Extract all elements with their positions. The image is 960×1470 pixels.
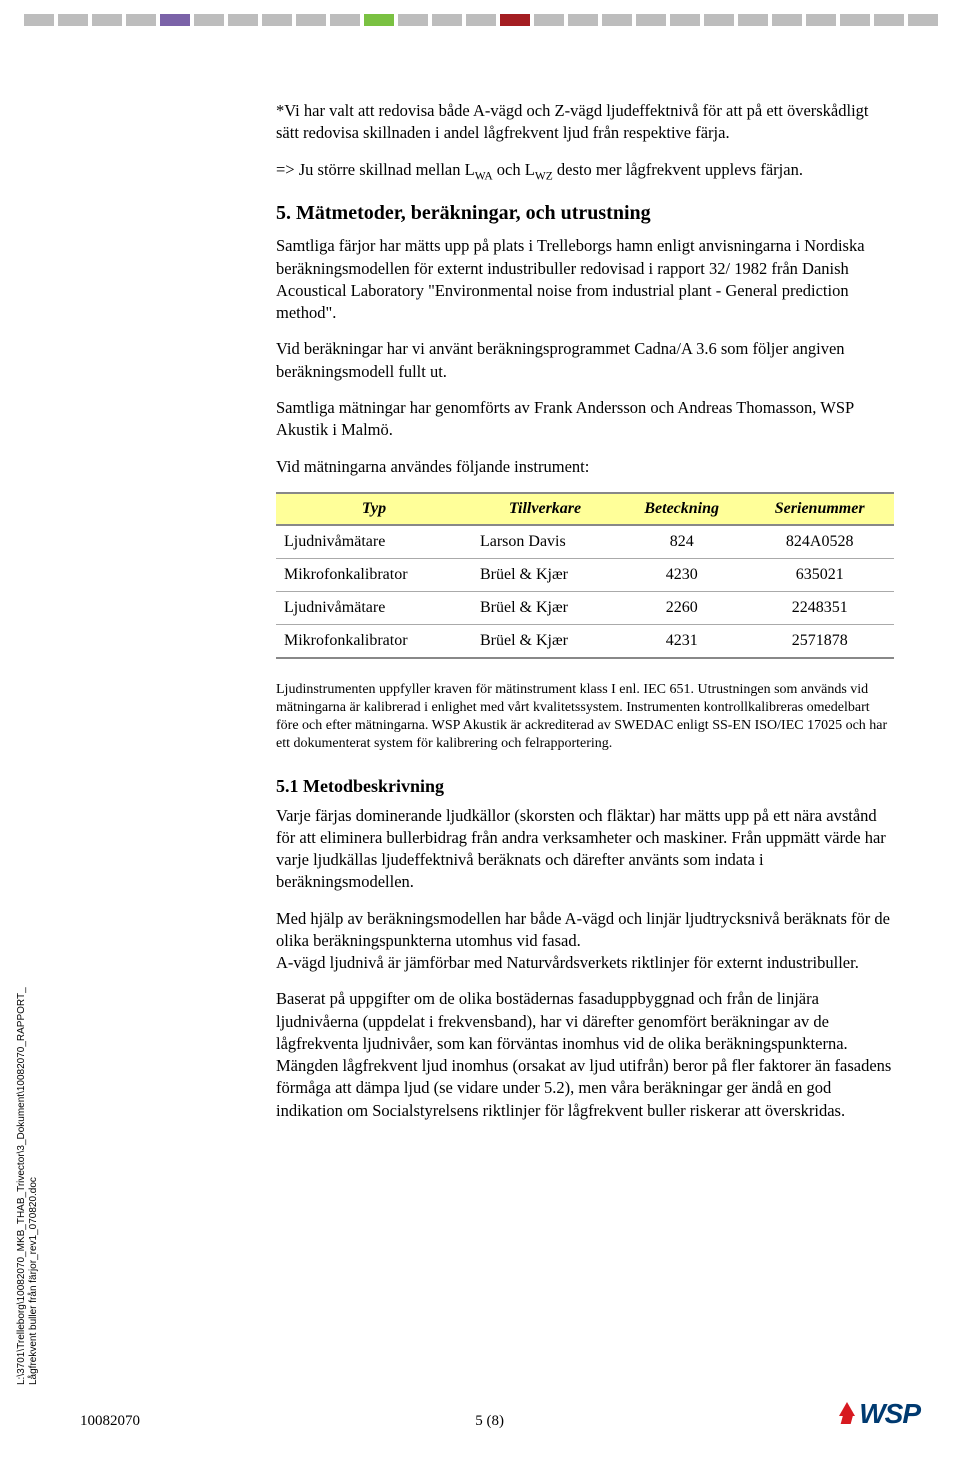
footer-docnum: 10082070: [80, 1413, 140, 1430]
strip-square: [738, 14, 768, 26]
section-5-1-heading: 5.1 Metodbeskrivning: [276, 776, 894, 797]
table-row: MikrofonkalibratorBrüel & Kjær4230635021: [276, 558, 894, 591]
strip-square: [602, 14, 632, 26]
strip-square: [806, 14, 836, 26]
section-5-p1: Samtliga färjor har mätts upp på plats i…: [276, 235, 894, 324]
table-cell: Mikrofonkalibrator: [276, 624, 472, 658]
footer-pagenum: 5 (8): [475, 1413, 504, 1430]
table-header-cell: Typ: [276, 493, 472, 525]
table-cell: 2571878: [745, 624, 894, 658]
table-cell: Ljudnivåmätare: [276, 525, 472, 559]
table-cell: Ljudnivåmätare: [276, 591, 472, 624]
page-footer: 10082070 5 (8) WSP: [80, 1398, 920, 1430]
section-5-p4: Vid mätningarna användes följande instru…: [276, 456, 894, 478]
strip-square: [772, 14, 802, 26]
strip-square: [500, 14, 530, 26]
instrument-table: TypTillverkareBeteckningSerienummer Ljud…: [276, 492, 894, 659]
strip-square: [194, 14, 224, 26]
table-row: LjudnivåmätareLarson Davis824824A0528: [276, 525, 894, 559]
strip-square: [636, 14, 666, 26]
strip-square: [840, 14, 870, 26]
wsp-logo: WSP: [839, 1398, 920, 1430]
section-5-p3: Samtliga mätningar har genomförts av Fra…: [276, 397, 894, 442]
table-cell: 4230: [618, 558, 745, 591]
strip-square: [58, 14, 88, 26]
strip-square: [704, 14, 734, 26]
table-header-cell: Beteckning: [618, 493, 745, 525]
note-paragraph-1: *Vi har valt att redovisa både A-vägd oc…: [276, 100, 894, 145]
strip-square: [364, 14, 394, 26]
table-header-cell: Tillverkare: [472, 493, 618, 525]
strip-square: [160, 14, 190, 26]
strip-square: [24, 14, 54, 26]
strip-square: [432, 14, 462, 26]
strip-square: [908, 14, 938, 26]
section-5-1-p2: Med hjälp av beräkningsmodellen har både…: [276, 908, 894, 975]
strip-square: [330, 14, 360, 26]
strip-square: [568, 14, 598, 26]
table-cell: 2248351: [745, 591, 894, 624]
strip-square: [126, 14, 156, 26]
section-5-heading: 5. Mätmetoder, beräkningar, och utrustni…: [276, 202, 894, 225]
table-cell: Larson Davis: [472, 525, 618, 559]
table-header-cell: Serienummer: [745, 493, 894, 525]
table-cell: Brüel & Kjær: [472, 624, 618, 658]
strip-square: [534, 14, 564, 26]
strip-square: [262, 14, 292, 26]
strip-square: [874, 14, 904, 26]
table-row: MikrofonkalibratorBrüel & Kjær4231257187…: [276, 624, 894, 658]
strip-square: [398, 14, 428, 26]
wsp-logo-icon: [839, 1402, 857, 1426]
table-cell: Brüel & Kjær: [472, 558, 618, 591]
table-cell: 635021: [745, 558, 894, 591]
side-filepath: L:\3701\Trelleborg\10082070_MKB_THAB_Tri…: [16, 987, 40, 1385]
table-cell: Brüel & Kjær: [472, 591, 618, 624]
table-row: LjudnivåmätareBrüel & Kjær22602248351: [276, 591, 894, 624]
strip-square: [466, 14, 496, 26]
table-cell: 2260: [618, 591, 745, 624]
strip-square: [228, 14, 258, 26]
section-5-1-p1: Varje färjas dominerande ljudkällor (sko…: [276, 805, 894, 894]
strip-square: [92, 14, 122, 26]
header-color-strip: [0, 0, 960, 26]
note-paragraph-2: => Ju större skillnad mellan LWA och LWZ…: [276, 159, 894, 185]
table-cell: 824A0528: [745, 525, 894, 559]
strip-square: [670, 14, 700, 26]
instrument-note: Ljudinstrumenten uppfyller kraven för mä…: [276, 681, 894, 754]
page-content: *Vi har valt att redovisa både A-vägd oc…: [276, 100, 894, 1136]
section-5-1-p3: Baserat på uppgifter om de olika bostäde…: [276, 988, 894, 1122]
table-cell: Mikrofonkalibrator: [276, 558, 472, 591]
section-5-p2: Vid beräkningar har vi använt beräknings…: [276, 338, 894, 383]
strip-square: [296, 14, 326, 26]
table-cell: 824: [618, 525, 745, 559]
table-cell: 4231: [618, 624, 745, 658]
